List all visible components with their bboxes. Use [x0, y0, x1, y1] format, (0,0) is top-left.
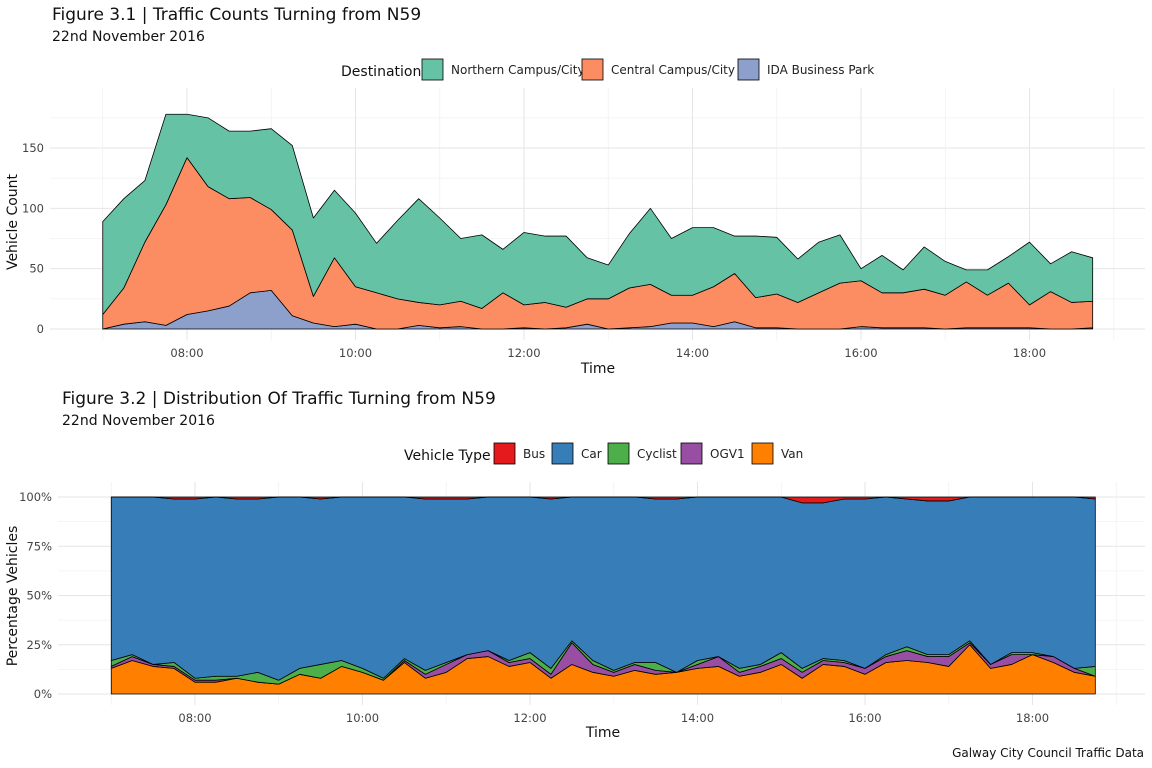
chart2-legend-swatch-cyclist	[607, 442, 630, 465]
source-caption: Galway City Council Traffic Data	[952, 746, 1144, 760]
chart2-y-tick-label: 25%	[26, 638, 52, 652]
chart1-x-tick-label: 16:00	[844, 346, 877, 360]
chart1-legend-swatch-ida-business-park	[737, 58, 760, 81]
chart2-legend-title: Vehicle Type	[404, 448, 491, 464]
chart1-x-tick-label: 12:00	[507, 346, 540, 360]
chart2-area-bus	[110, 496, 1096, 504]
chart1-title: Figure 3.1 | Traffic Counts Turning from…	[52, 5, 421, 25]
chart2-y-tick-label: 0%	[34, 687, 52, 701]
chart2-x-tick-label: 10:00	[346, 711, 379, 725]
chart2-subtitle: 22nd November 2016	[62, 413, 215, 429]
chart1-legend: Destination Northern Campus/City Central …	[341, 58, 874, 81]
chart1-legend-swatch-central-campus-city	[581, 58, 604, 81]
chart1-x-tick-label: 18:00	[1013, 346, 1046, 360]
chart2-legend-swatch-car	[551, 442, 574, 465]
chart2-y-tick-label: 50%	[26, 589, 52, 603]
chart2-legend-swatch-ogv1	[680, 442, 703, 465]
chart1-plot-area: 08:00 10:00 12:00 14:00 16:00 18:00 0 50 100 150	[22, 88, 1145, 360]
chart2-legend: Vehicle Type Bus Car Cyclist OGV1 Van	[404, 442, 803, 465]
chart2-title: Figure 3.2 | Distribution Of Traffic Tur…	[62, 389, 496, 409]
chart1-x-tick-label: 14:00	[676, 346, 709, 360]
chart1-legend-label-northern-campus-city: Northern Campus/City	[451, 63, 585, 77]
chart1-legend-swatch-northern-campus-city	[421, 58, 444, 81]
chart2-y-tick-label: 100%	[19, 490, 52, 504]
chart2-legend-label-bus: Bus	[523, 447, 545, 461]
chart1-y-tick-label: 50	[29, 262, 44, 276]
chart2-legend-label-cyclist: Cyclist	[637, 447, 677, 461]
chart1-x-tick-label: 08:00	[170, 346, 203, 360]
chart1-legend-label-ida-business-park: IDA Business Park	[767, 63, 874, 77]
chart1-subtitle: 22nd November 2016	[52, 29, 205, 45]
chart1-y-axis-title: Vehicle Count	[5, 173, 21, 270]
chart2-x-tick-label: 16:00	[848, 711, 881, 725]
chart1-x-axis-title: Time	[580, 361, 615, 377]
chart2-x-tick-label: 14:00	[681, 711, 714, 725]
chart2-x-axis-title: Time	[585, 725, 620, 741]
chart2-legend-label-van: Van	[781, 447, 803, 461]
chart1-x-tick-label: 10:00	[339, 346, 372, 360]
chart1-legend-title: Destination	[341, 64, 421, 80]
chart2-x-tick-label: 12:00	[513, 711, 546, 725]
chart2-legend-swatch-bus	[493, 442, 516, 465]
chart1-y-tick-label: 150	[22, 141, 44, 155]
chart1-y-tick-label: 0	[37, 322, 44, 336]
chart2-legend-label-car: Car	[581, 447, 602, 461]
chart2-legend-swatch-van	[751, 442, 774, 465]
chart2-plot-area: 08:00 10:00 12:00 14:00 16:00 18:00 0% 25% 50% 75…	[19, 482, 1145, 725]
chart1-y-tick-label: 100	[22, 201, 44, 215]
chart2-area-car	[110, 496, 1096, 681]
chart2-x-tick-label: 18:00	[1016, 711, 1049, 725]
chart2-legend-label-ogv1: OGV1	[710, 447, 745, 461]
chart2-y-axis-title: Percentage Vehicles	[5, 526, 21, 667]
chart2-y-tick-label: 75%	[26, 539, 52, 553]
chart2-x-tick-label: 08:00	[178, 711, 211, 725]
chart1-area-northern-campus-city	[102, 113, 1094, 315]
chart1-legend-label-central-campus-city: Central Campus/City	[611, 63, 735, 77]
